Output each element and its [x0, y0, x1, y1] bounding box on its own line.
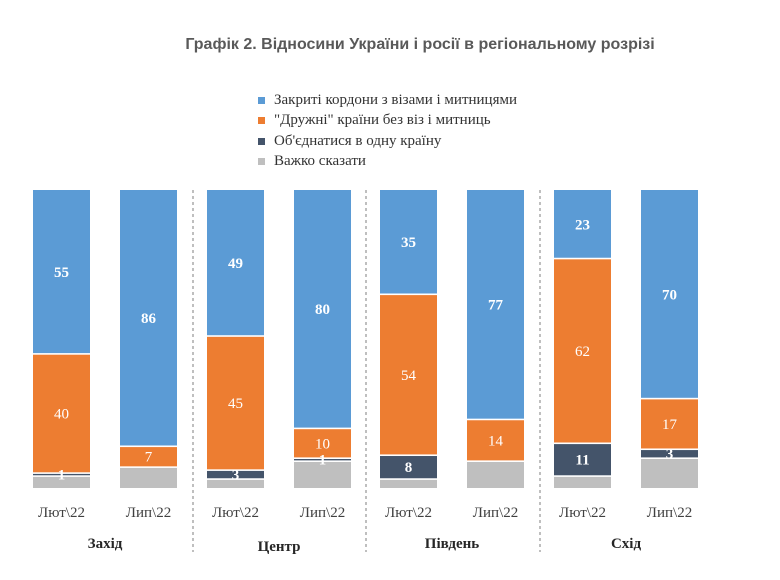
data-label-zakhid-1-closed: 55: [54, 265, 69, 281]
data-label-tsentr-2-closed: 80: [315, 302, 330, 318]
legend-label-unite: Об'єднатися в одну країну: [274, 132, 442, 149]
bar-label-pivden-2: Лип\22: [473, 505, 518, 521]
data-label-zakhid-1-unite: 1: [58, 468, 66, 484]
bar-segment-tsentr-1-unite: [207, 470, 264, 479]
bar-label-skhid-1: Лют\22: [559, 505, 606, 521]
bar-segment-tsentr-2-friendly: [294, 429, 351, 458]
bar-segment-skhid-2-hard: [641, 459, 698, 488]
data-label-tsentr-2-unite: 1: [319, 453, 327, 469]
legend-swatch-closed-borders: [258, 96, 265, 104]
bar-segment-tsentr-1-closed: [207, 190, 264, 336]
group-label-zakhid: Захід: [88, 536, 123, 552]
bar-label-skhid-2: Лип\22: [647, 505, 692, 521]
group-label-tsentr: Центр: [258, 539, 301, 555]
data-label-pivden-1-closed: 35: [401, 235, 416, 251]
bar-segment-skhid-1-closed: [554, 190, 611, 258]
data-label-zakhid-2-friendly: 7: [145, 450, 153, 466]
legend-swatch-friendly-countries: [258, 117, 265, 125]
bar-segment-tsentr-2-hard: [294, 461, 351, 488]
data-label-pivden-2-closed: 77: [488, 298, 504, 314]
legend-label-friendly-countries: "Дружні" країни без віз і митниць: [274, 112, 491, 129]
bar-label-zakhid-2: Лип\22: [126, 505, 171, 521]
bar-segment-zakhid-1-hard: [33, 476, 90, 488]
legend-item-friendly-countries: "Дружні" країни без віз і митниць: [258, 111, 517, 132]
bar-segment-zakhid-1-unite: [33, 473, 90, 476]
data-label-tsentr-2-friendly: 10: [315, 436, 330, 452]
data-label-skhid-1-friendly: 62: [575, 344, 590, 360]
data-label-skhid-2-unite: 3: [666, 447, 674, 463]
bar-segment-zakhid-2-friendly: [120, 447, 177, 467]
data-label-skhid-2-friendly: 17: [662, 417, 678, 433]
data-label-zakhid-1-friendly: 40: [54, 407, 69, 423]
bar-segment-skhid-2-friendly: [641, 399, 698, 449]
bar-label-pivden-1: Лют\22: [385, 505, 432, 521]
legend-label-hard-to-say: Важко сказати: [274, 153, 366, 170]
bar-segment-skhid-1-unite: [554, 444, 611, 476]
bar-segment-zakhid-1-closed: [33, 190, 90, 354]
bar-segment-pivden-2-hard: [467, 461, 524, 488]
bar-label-tsentr-1: Лют\22: [212, 505, 259, 521]
bar-segment-zakhid-2-closed: [120, 190, 177, 446]
bar-segment-skhid-2-unite: [641, 450, 698, 458]
data-label-skhid-1-unite: 11: [575, 453, 589, 469]
legend-item-closed-borders: Закриті кордони з візами і митницями: [258, 90, 517, 111]
legend-label-closed-borders: Закриті кордони з візами і митницями: [274, 91, 517, 108]
bar-segment-tsentr-2-unite: [294, 459, 351, 461]
chart-title: Графік 2. Відносини України і росії в ре…: [185, 36, 655, 53]
group-label-skhid: Схід: [611, 536, 642, 552]
bar-segment-tsentr-1-friendly: [207, 336, 264, 470]
bar-label-tsentr-2: Лип\22: [300, 505, 345, 521]
bar-segment-pivden-1-hard: [380, 479, 437, 488]
data-label-tsentr-1-unite: 3: [232, 468, 240, 484]
bar-segment-zakhid-2-hard: [120, 467, 177, 488]
data-label-pivden-1-friendly: 54: [401, 368, 417, 384]
bar-segment-pivden-1-unite: [380, 456, 437, 479]
legend-item-unite: Об'єднатися в одну країну: [258, 131, 517, 152]
data-label-zakhid-2-closed: 86: [141, 311, 157, 327]
bar-segment-tsentr-1-hard: [207, 479, 264, 488]
bar-segment-pivden-1-closed: [380, 190, 437, 294]
bar-segment-pivden-2-closed: [467, 190, 524, 419]
data-label-pivden-1-unite: 8: [405, 460, 413, 476]
legend-swatch-unite: [258, 137, 265, 145]
bar-segment-zakhid-1-friendly: [33, 354, 90, 473]
data-label-pivden-2-friendly: 14: [488, 433, 504, 449]
legend-swatch-hard-to-say: [258, 158, 265, 166]
legend: Закриті кордони з візами і митницями "Др…: [258, 90, 517, 172]
bar-segment-pivden-2-friendly: [467, 420, 524, 461]
data-label-tsentr-1-friendly: 45: [228, 396, 243, 412]
bar-segment-skhid-1-hard: [554, 476, 611, 488]
bar-segment-pivden-1-friendly: [380, 295, 437, 455]
bar-segment-tsentr-2-closed: [294, 190, 351, 428]
bar-segment-skhid-2-closed: [641, 190, 698, 398]
data-label-tsentr-1-closed: 49: [228, 256, 243, 272]
data-label-skhid-2-closed: 70: [662, 287, 677, 303]
legend-item-hard-to-say: Важко сказати: [258, 152, 517, 173]
bar-segment-skhid-1-friendly: [554, 259, 611, 443]
data-label-skhid-1-closed: 23: [575, 217, 590, 233]
bar-label-zakhid-1: Лют\22: [38, 505, 85, 521]
group-label-pivden: Південь: [425, 536, 479, 552]
